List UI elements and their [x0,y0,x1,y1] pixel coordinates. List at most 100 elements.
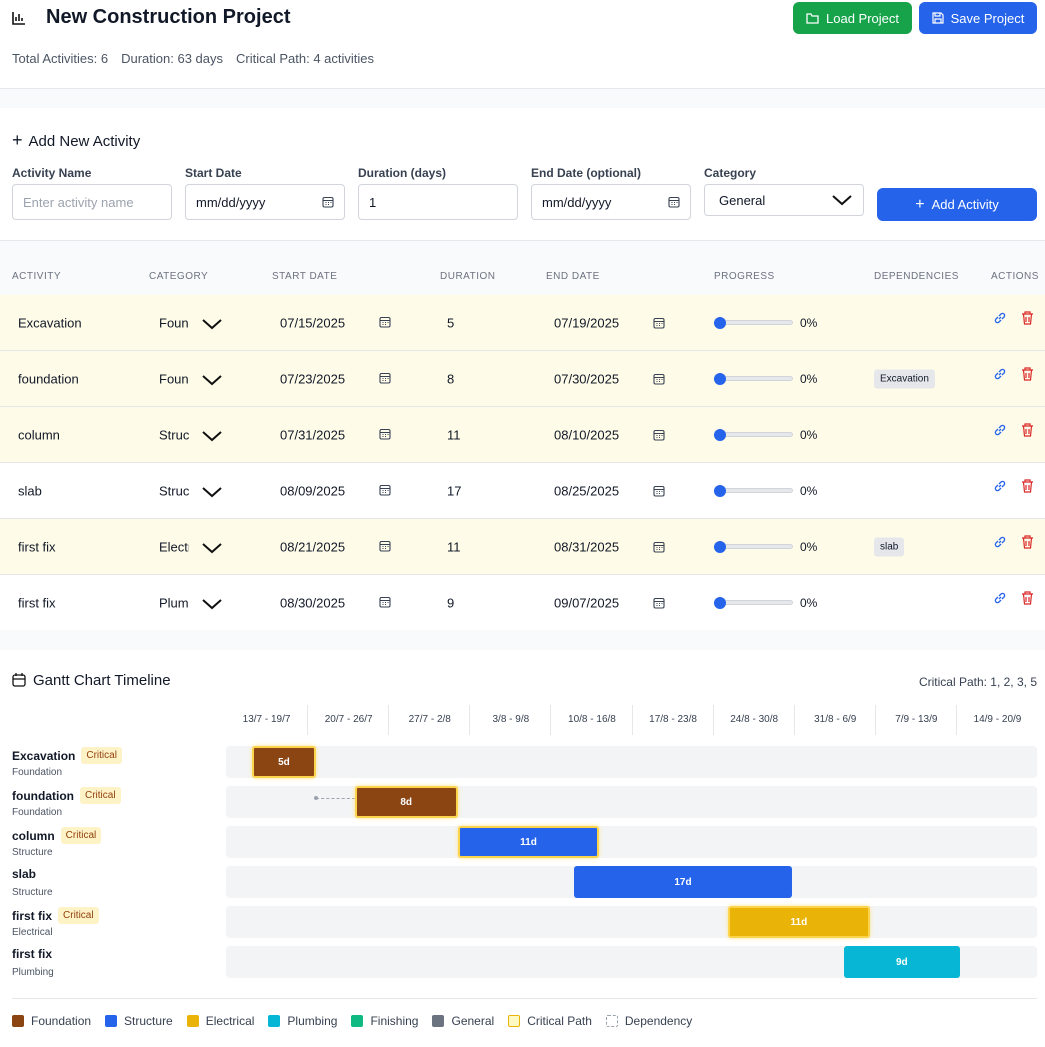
chevron-wrap [201,429,223,447]
select[interactable]: General [704,184,864,216]
activity-name: column [18,427,60,443]
start-date[interactable]: 07/31/2025 [280,427,346,443]
category-select[interactable]: Plumbing [159,595,189,611]
category-select[interactable]: Foundation [159,371,189,387]
start-date[interactable]: 07/23/2025 [280,371,346,387]
category-select[interactable]: Electrical [159,539,189,555]
week-label: 10/8 - 16/8 [550,705,632,735]
placeholder: Enter activity name [23,194,134,210]
link-button[interactable] [993,591,1007,610]
progress-thumb[interactable] [714,373,726,385]
legend-item: General [432,1014,494,1028]
icon [379,315,391,333]
icon [379,539,391,557]
calendar-icon [379,428,391,440]
field-label: Activity Name [12,166,92,180]
activity-category: Foundation [12,767,63,778]
gantt-bar[interactable]: 17d [573,866,793,898]
end-date[interactable]: 08/31/2025 [554,539,620,555]
activity-name: column [12,828,55,843]
input[interactable]: 1 [358,184,518,220]
duration[interactable]: 17 [447,483,462,499]
gantt-bar[interactable]: 11d [457,826,600,858]
progress-thumb[interactable] [714,317,726,329]
form-title-text: Add New Activity [28,133,141,150]
legend-swatch [12,1015,24,1027]
activity-name: Excavation [12,748,76,763]
end-date[interactable]: 08/10/2025 [554,427,620,443]
duration[interactable]: 11 [447,427,461,443]
duration[interactable]: 5 [447,315,455,331]
calendar-icon [653,541,665,553]
input-value: mm/dd/yyyy [542,194,612,210]
legend-label: General [451,1014,495,1028]
duration[interactable]: 8 [447,371,455,387]
link-button[interactable] [993,479,1007,498]
legend-label: Foundation [31,1014,92,1028]
input-value: mm/dd/yyyy [196,194,266,210]
gantt-bar[interactable]: 11d [728,906,870,938]
end-date[interactable]: 07/30/2025 [554,371,620,387]
start-date[interactable]: 08/30/2025 [280,595,346,611]
input[interactable]: Enter activity name [12,184,172,220]
table-row [0,295,1045,351]
input[interactable]: mm/dd/yyyy [531,184,691,220]
critical-path-summary: Critical Path: 1, 2, 3, 5 [918,675,1037,689]
delete-button[interactable] [1021,423,1034,442]
gantt-row-label: foundation Critical [12,787,121,804]
progress-thumb[interactable] [714,485,726,497]
duration[interactable]: 11 [447,539,461,555]
calendar-icon [653,429,665,441]
gantt-bar[interactable]: 8d [354,786,458,818]
chevron [202,431,222,442]
week-label: 20/7 - 26/7 [307,705,389,735]
progress-thumb[interactable] [714,541,726,553]
category-select[interactable]: Structure [159,483,189,499]
link-button[interactable] [993,535,1007,554]
delete-button[interactable] [1021,535,1034,554]
calendar-icon [379,316,391,328]
category-select[interactable]: Structure [159,427,189,443]
progress-thumb[interactable] [714,429,726,441]
column-header: ACTIVITY [12,271,62,282]
track [226,786,1037,818]
progress-thumb[interactable] [714,597,726,609]
link-icon [994,592,1006,604]
start-date[interactable]: 07/15/2025 [280,315,346,331]
field-label: End Date (optional) [531,166,641,180]
delete-button[interactable] [1021,591,1034,610]
link-button[interactable] [993,311,1007,330]
link-button[interactable] [993,367,1007,386]
delete-button[interactable] [1021,367,1034,386]
save-button[interactable]: Save Project [919,2,1037,34]
gantt-title: Gantt Chart Timeline [33,672,171,689]
column-header: ACTIONS [991,271,1039,282]
link-button[interactable] [993,423,1007,442]
start-date[interactable]: 08/21/2025 [280,539,346,555]
start-date[interactable]: 08/09/2025 [280,483,346,499]
duration[interactable]: 9 [447,595,455,611]
column-header: PROGRESS [714,271,775,282]
link-icon [994,480,1006,492]
chevron [202,543,222,554]
chevron-wrap [201,597,223,615]
gantt-bar[interactable]: 9d [843,946,960,978]
category-select[interactable]: Foundation [159,315,189,331]
end-date[interactable]: 09/07/2025 [554,595,620,611]
legend-item: Structure [105,1014,173,1028]
load-button[interactable]: Load Project [793,2,912,34]
delete-button[interactable] [1021,479,1034,498]
gantt-row-label: Excavation Critical [12,747,122,764]
calendar-icon [653,485,665,497]
project-title: New Construction Project [46,6,291,28]
gantt-bar[interactable]: 5d [251,746,317,778]
track [226,906,1037,938]
delete-button[interactable] [1021,311,1034,330]
progress-value: 0% [800,540,818,554]
column-header: CATEGORY [149,271,209,282]
end-date[interactable]: 07/19/2025 [554,315,620,331]
input[interactable]: mm/dd/yyyy [185,184,345,220]
end-date[interactable]: 08/25/2025 [554,483,620,499]
divider [0,630,1045,650]
add-button[interactable]: + Add Activity [877,188,1037,221]
